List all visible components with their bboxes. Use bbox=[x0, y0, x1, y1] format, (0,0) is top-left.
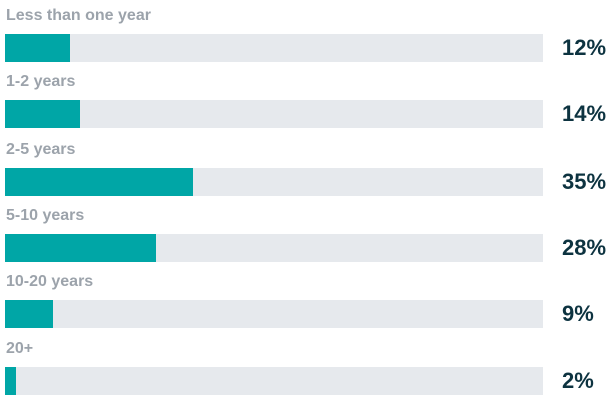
bar bbox=[5, 168, 193, 196]
bar-track bbox=[5, 168, 543, 196]
bar bbox=[5, 234, 156, 262]
value-label: 35% bbox=[562, 169, 607, 194]
bar-track bbox=[5, 234, 543, 262]
category-label: 10-20 years bbox=[6, 273, 94, 290]
bar-row: 5-10 years 28% bbox=[0, 206, 615, 272]
bar-row: 1-2 years 14% bbox=[0, 72, 615, 138]
bar-track bbox=[5, 367, 543, 395]
bar-row: Less than one year 12% bbox=[0, 6, 615, 72]
bar bbox=[5, 34, 70, 62]
category-label: Less than one year bbox=[6, 7, 151, 24]
bar-row: 10-20 years 9% bbox=[0, 272, 615, 338]
bar bbox=[5, 300, 53, 328]
bar-track bbox=[5, 100, 543, 128]
value-label: 14% bbox=[562, 101, 607, 126]
category-label: 2-5 years bbox=[6, 141, 76, 158]
value-label: 9% bbox=[562, 301, 594, 326]
bar-track bbox=[5, 34, 543, 62]
value-label: 12% bbox=[562, 35, 607, 60]
bar-row: 20+ 2% bbox=[0, 339, 615, 405]
category-label: 1-2 years bbox=[6, 73, 76, 90]
category-label: 5-10 years bbox=[6, 207, 85, 224]
bar-track bbox=[5, 300, 543, 328]
bar bbox=[5, 367, 16, 395]
value-label: 2% bbox=[562, 368, 594, 393]
category-label: 20+ bbox=[6, 340, 34, 357]
bar bbox=[5, 100, 80, 128]
bar-row: 2-5 years 35% bbox=[0, 140, 615, 206]
value-label: 28% bbox=[562, 235, 607, 260]
